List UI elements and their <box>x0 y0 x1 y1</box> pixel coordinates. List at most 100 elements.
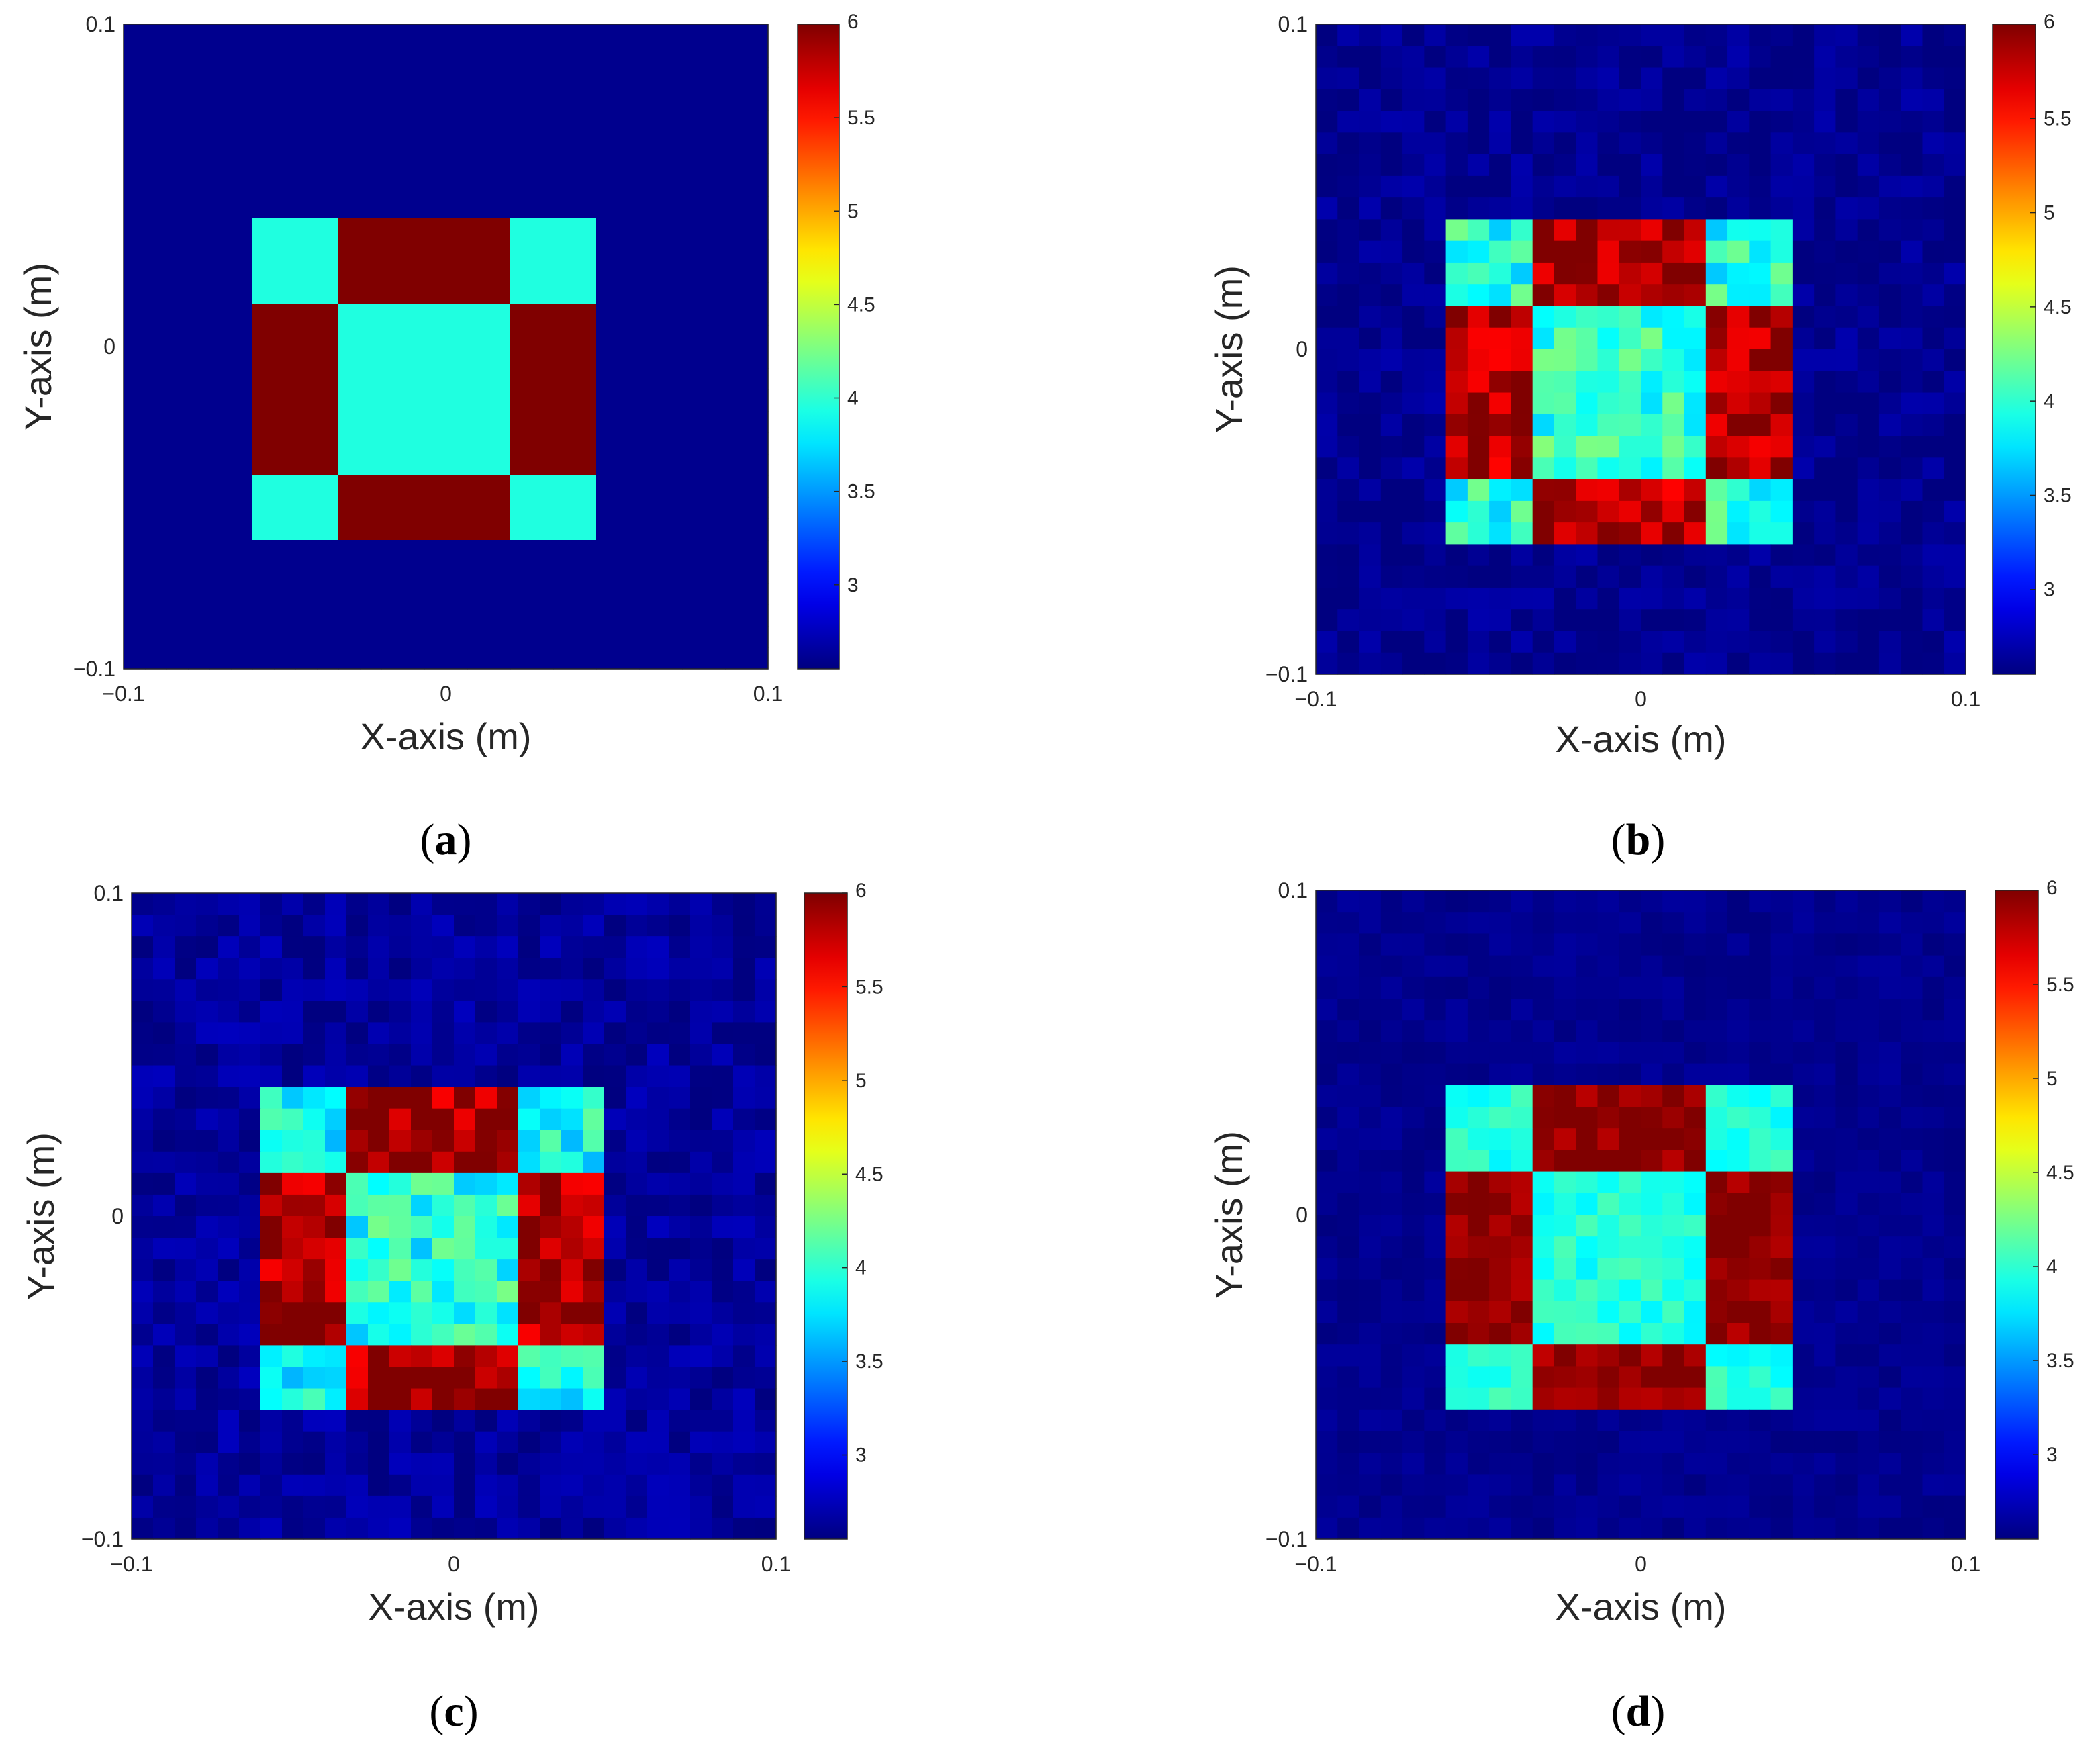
heatmap-cell <box>424 132 446 154</box>
heatmap-cell <box>583 1022 605 1045</box>
heatmap-cell <box>1705 1453 1728 1475</box>
heatmap-cell <box>661 389 683 412</box>
heatmap-cell <box>446 325 468 347</box>
heatmap-cell <box>1814 132 1836 155</box>
heatmap-cell <box>475 1216 497 1238</box>
heatmap-cell <box>209 282 232 304</box>
heatmap-cell <box>669 1108 691 1131</box>
heatmap-cell <box>510 282 532 304</box>
heatmap-cell <box>1835 1409 1858 1432</box>
heatmap-cell <box>145 175 167 197</box>
heatmap-cell <box>725 282 747 304</box>
heatmap-cell <box>274 347 296 369</box>
heatmap-cell <box>1814 67 1836 90</box>
heatmap-cell <box>1554 1020 1576 1042</box>
heatmap-cell <box>1727 327 1750 350</box>
heatmap-cell <box>1511 1366 1533 1389</box>
heatmap-cell <box>1662 1258 1685 1281</box>
heatmap-cell <box>274 647 296 670</box>
heatmap-cell <box>1922 522 1945 545</box>
heatmap-cell <box>1792 414 1815 436</box>
heatmap-cell <box>1878 587 1901 610</box>
heatmap-cell <box>424 518 446 541</box>
heatmap-cell <box>1467 955 1490 978</box>
heatmap-cell <box>239 1151 261 1174</box>
heatmap-cell <box>1576 1474 1598 1497</box>
heatmap-cell <box>1727 1193 1750 1215</box>
heatmap-cell <box>1901 1517 1923 1540</box>
heatmap-cell <box>1641 1495 1663 1518</box>
heatmap-cell <box>1619 1128 1641 1150</box>
heatmap-cell <box>1424 327 1447 350</box>
heatmap-cell <box>1792 284 1815 307</box>
heatmap-cell <box>1489 132 1511 155</box>
heatmap-cell <box>1901 1128 1923 1150</box>
heatmap-cell <box>1727 522 1750 545</box>
heatmap-cell <box>1380 609 1403 632</box>
heatmap-cell <box>618 89 640 111</box>
heatmap-cell <box>669 1345 691 1368</box>
heatmap-cell <box>1597 327 1620 350</box>
heatmap-cell <box>209 540 232 562</box>
heatmap-cell <box>1878 1366 1901 1389</box>
heatmap-cell <box>690 1453 712 1475</box>
heatmap-cell <box>1878 1215 1901 1237</box>
heatmap-cell <box>274 518 296 541</box>
heatmap-cell <box>755 1517 777 1540</box>
heatmap-cell <box>381 583 403 605</box>
heatmap-cell <box>497 1238 519 1260</box>
heatmap-cell <box>166 196 189 218</box>
heatmap-cell <box>153 1130 175 1152</box>
heatmap-cell <box>1359 1431 1382 1453</box>
heatmap-cell <box>282 1453 304 1475</box>
heatmap-cell <box>532 497 554 519</box>
heatmap-cell <box>1445 436 1468 458</box>
heatmap-cell <box>317 110 339 132</box>
heatmap-cell <box>1749 1453 1772 1475</box>
heatmap-cell <box>317 261 339 283</box>
heatmap-cell <box>1337 1409 1360 1432</box>
heatmap-cell <box>1684 500 1707 523</box>
heatmap-cell <box>1901 24 1923 46</box>
heatmap-cell <box>325 1281 347 1303</box>
heatmap-cell <box>1619 1042 1641 1064</box>
heatmap-cell <box>1359 522 1382 545</box>
heatmap-cell <box>1380 392 1403 415</box>
heatmap-cell <box>252 497 275 519</box>
panel-label-letter: d <box>1626 1687 1651 1736</box>
heatmap-cell <box>1597 1107 1620 1129</box>
heatmap-cell <box>252 540 275 562</box>
heatmap-cell <box>1814 609 1836 632</box>
heatmap-cell <box>1467 1387 1490 1410</box>
heatmap-cell <box>1792 1474 1815 1497</box>
heatmap-cell <box>1380 1387 1403 1410</box>
heatmap-cell <box>475 1065 497 1088</box>
heatmap-cell <box>1402 1042 1425 1064</box>
heatmap-cell <box>1901 349 1923 371</box>
heatmap-cell <box>661 561 683 584</box>
heatmap-cell <box>132 1431 154 1454</box>
heatmap-cell <box>1727 89 1750 111</box>
heatmap-cell <box>647 1172 669 1195</box>
heatmap-cell <box>639 24 661 46</box>
heatmap-cell <box>1662 1453 1685 1475</box>
heatmap-cell <box>489 411 511 433</box>
heatmap-cell <box>260 1130 283 1152</box>
heatmap-cell <box>1835 933 1858 956</box>
heatmap-cell <box>747 454 769 476</box>
heatmap-cell <box>1316 1063 1338 1086</box>
heatmap-cell <box>196 1431 218 1454</box>
heatmap-cell <box>1705 284 1728 307</box>
heatmap-cell <box>317 89 339 111</box>
heatmap-cell <box>1380 89 1403 111</box>
heatmap-cell <box>639 497 661 519</box>
heatmap-cell <box>1554 587 1576 610</box>
heatmap-cell <box>467 218 489 240</box>
heatmap-cell <box>295 497 318 519</box>
heatmap-cell <box>661 132 683 154</box>
heatmap-cell <box>1835 999 1858 1021</box>
heatmap-cell <box>209 304 232 326</box>
heatmap-cell <box>239 1108 261 1131</box>
heatmap-cell <box>1792 1344 1815 1367</box>
heatmap-cell <box>368 1001 390 1023</box>
